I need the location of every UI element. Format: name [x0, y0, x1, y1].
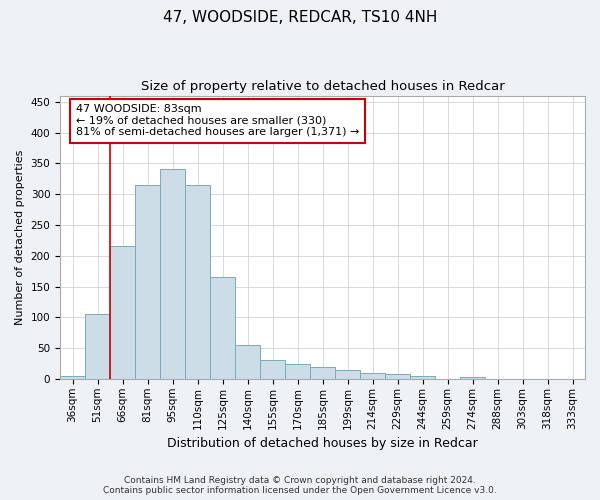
Bar [185, 185, 210, 379]
Bar [460, 377, 485, 379]
Bar [210, 278, 235, 379]
Bar [360, 372, 385, 379]
Bar [110, 246, 135, 379]
Bar [160, 170, 185, 379]
Bar [135, 185, 160, 379]
Bar [260, 360, 285, 379]
Bar [60, 376, 85, 379]
Text: 47 WOODSIDE: 83sqm
← 19% of detached houses are smaller (330)
81% of semi-detach: 47 WOODSIDE: 83sqm ← 19% of detached hou… [76, 104, 359, 138]
Bar [285, 364, 310, 379]
Y-axis label: Number of detached properties: Number of detached properties [15, 150, 25, 325]
Text: 47, WOODSIDE, REDCAR, TS10 4NH: 47, WOODSIDE, REDCAR, TS10 4NH [163, 10, 437, 25]
Bar [410, 376, 435, 379]
Bar [85, 314, 110, 379]
Bar [335, 370, 360, 379]
Title: Size of property relative to detached houses in Redcar: Size of property relative to detached ho… [140, 80, 505, 93]
Bar [235, 345, 260, 379]
Bar [310, 366, 335, 379]
Text: Contains HM Land Registry data © Crown copyright and database right 2024.
Contai: Contains HM Land Registry data © Crown c… [103, 476, 497, 495]
X-axis label: Distribution of detached houses by size in Redcar: Distribution of detached houses by size … [167, 437, 478, 450]
Bar [385, 374, 410, 379]
